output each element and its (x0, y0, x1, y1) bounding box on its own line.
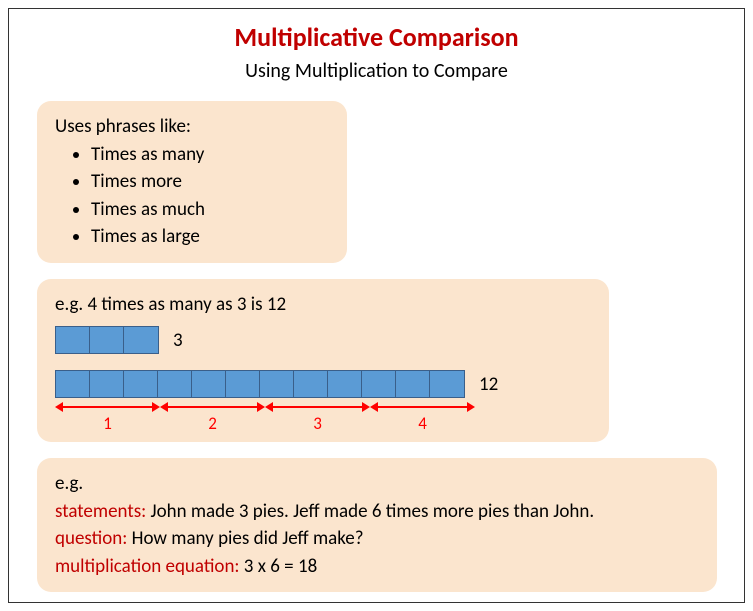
arrows-row: 1234 (55, 400, 475, 434)
word-line: multiplication equation: 3 x 6 = 18 (55, 553, 699, 581)
bar-cell (90, 327, 124, 353)
arrow-line (166, 406, 259, 408)
bar-cell (124, 327, 158, 353)
arrow-line (376, 406, 469, 408)
bar-cell (328, 371, 362, 397)
question-text: How many pies did Jeff make? (127, 527, 363, 550)
list-item: Times more (91, 168, 329, 196)
bar-cell (124, 371, 158, 397)
bar-large-row: 12 (55, 370, 591, 398)
arrow-segment: 2 (160, 400, 265, 434)
bar-cell (158, 371, 192, 397)
list-item: Times as many (91, 141, 329, 169)
word-line: question: How many pies did Jeff make? (55, 525, 699, 553)
bar-cell (396, 371, 430, 397)
arrow-label: 1 (55, 412, 160, 437)
arrow-segment: 3 (265, 400, 370, 434)
bar-cell (260, 371, 294, 397)
arrow-line (271, 406, 364, 408)
equation-text: 3 x 6 = 18 (240, 555, 318, 578)
bar-cell (90, 371, 124, 397)
statements-text: John made 3 pies. Jeff made 6 times more… (146, 500, 594, 523)
content-frame: Multiplicative Comparison Using Multipli… (8, 8, 745, 603)
page-subtitle: Using Multiplication to Compare (37, 59, 716, 83)
statements-label: statements: (55, 500, 146, 523)
bar-cell (294, 371, 328, 397)
phrases-heading: Uses phrases like: (55, 113, 329, 141)
bar-cell (56, 327, 90, 353)
bar-small-row: 3 (55, 326, 591, 354)
arrow-segment: 4 (370, 400, 475, 434)
example-caption: e.g. 4 times as many as 3 is 12 (55, 291, 591, 319)
bar-cell (226, 371, 260, 397)
arrow-label: 4 (370, 412, 475, 437)
arrow-label: 2 (160, 412, 265, 437)
equation-label: multiplication equation: (55, 555, 240, 578)
bar-small (55, 326, 159, 354)
bar-cell (56, 371, 90, 397)
bar-large-label: 12 (479, 371, 498, 399)
page-title: Multiplicative Comparison (37, 21, 716, 53)
bar-cell (430, 371, 464, 397)
phrases-card: Uses phrases like: Times as many Times m… (37, 101, 347, 263)
example-card: e.g. 4 times as many as 3 is 12 3 12 123… (37, 279, 609, 443)
bar-small-label: 3 (173, 327, 183, 355)
question-label: question: (55, 527, 127, 550)
arrow-line (61, 406, 154, 408)
phrases-list: Times as many Times more Times as much T… (55, 141, 329, 251)
list-item: Times as much (91, 196, 329, 224)
arrow-label: 3 (265, 412, 370, 437)
list-item: Times as large (91, 223, 329, 251)
word-line: statements: John made 3 pies. Jeff made … (55, 498, 699, 526)
word-problem-card: e.g. statements: John made 3 pies. Jeff … (37, 458, 717, 592)
bar-large (55, 370, 465, 398)
eg-label: e.g. (55, 470, 699, 498)
bar-cell (192, 371, 226, 397)
arrow-segment: 1 (55, 400, 160, 434)
bar-cell (362, 371, 396, 397)
